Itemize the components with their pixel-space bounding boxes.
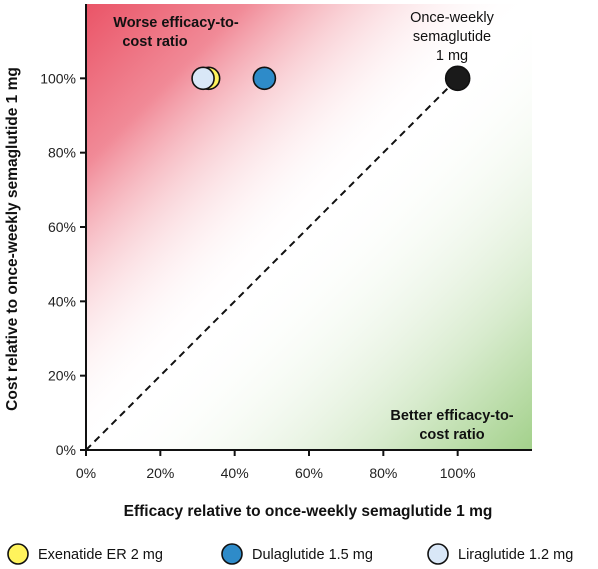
legend: Exenatide ER 2 mg Dulaglutide 1.5 mg Lirag… <box>7 543 573 565</box>
legend-label-exenatide-er-2-mg: Exenatide ER 2 mg <box>38 547 163 563</box>
y-tick-label: 20% <box>48 368 76 384</box>
y-axis-title: Cost relative to once-weekly semaglutide… <box>4 67 21 411</box>
semaglutide-annotation-line1: Once-weekly <box>410 10 495 26</box>
reference-line-dashed <box>85 77 459 451</box>
x-tick-label: 20% <box>146 465 174 481</box>
point-once-weekly-semaglutide-1-mg <box>444 65 471 92</box>
x-tick-label: 0% <box>76 465 96 481</box>
legend-swatch-exenatide-er-2-mg <box>7 543 29 565</box>
better-region-label-line1: Better efficacy-to- <box>390 408 513 424</box>
point-liraglutide-1-2-mg <box>191 66 215 91</box>
point-dulaglutide-1-5-mg <box>252 66 277 91</box>
worse-region-label-line1: Worse efficacy-to- <box>113 15 239 31</box>
semaglutide-annotation-line2: semaglutide <box>413 29 491 45</box>
y-tick-label: 80% <box>48 145 76 161</box>
legend-swatch-liraglutide-1-2-mg <box>427 543 449 565</box>
legend-swatch-dulaglutide-1-5-mg <box>221 543 243 565</box>
data-points <box>191 65 471 92</box>
x-tick-label: 80% <box>369 465 397 481</box>
legend-label-dulaglutide-1-5-mg: Dulaglutide 1.5 mg <box>252 547 373 563</box>
x-tick-label: 60% <box>295 465 323 481</box>
tick-layer: 0% 20% 40% 60% 80% 100% 0% 20% 40% 60% 80% 100% <box>40 70 475 481</box>
better-region-label-line2: cost ratio <box>419 427 484 443</box>
worse-region-label-line2: cost ratio <box>122 34 187 50</box>
y-tick-label: 40% <box>48 293 76 309</box>
x-tick-label: 100% <box>440 465 476 481</box>
y-tick-label: 60% <box>48 219 76 235</box>
legend-label-liraglutide-1-2-mg: Liraglutide 1.2 mg <box>458 547 573 563</box>
y-tick-label: 100% <box>40 70 76 86</box>
x-axis-title: Efficacy relative to once-weekly semaglu… <box>124 503 493 520</box>
y-tick-label: 0% <box>56 442 76 458</box>
x-tick-label: 40% <box>221 465 249 481</box>
semaglutide-annotation-line3: 1 mg <box>436 48 468 64</box>
